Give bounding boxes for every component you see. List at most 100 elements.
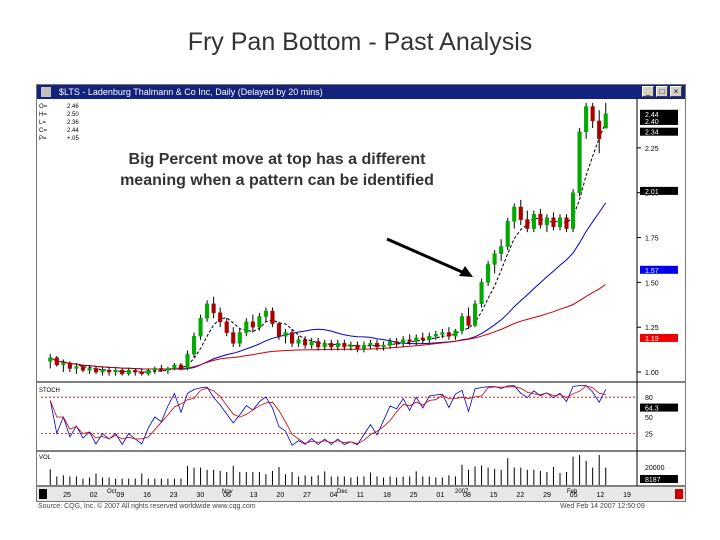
candle-body (414, 337, 419, 342)
scroll-left-button[interactable] (39, 489, 47, 499)
price-badge (640, 333, 678, 342)
candle-body (244, 321, 249, 333)
price-badge-label: 2.40 (645, 119, 659, 126)
candle-body (603, 113, 608, 129)
candle-body (342, 343, 347, 348)
candle-body (355, 344, 360, 349)
candle-body (54, 357, 59, 366)
period-label: Nov (222, 489, 233, 495)
window-system-icon[interactable] (41, 87, 51, 97)
stoch-label: STOCH (39, 388, 60, 394)
candle-body (231, 332, 236, 344)
candle-body (446, 332, 451, 337)
candle-body (479, 282, 484, 305)
close-button[interactable]: × (670, 86, 682, 97)
date-tick-label: 09 (116, 492, 124, 499)
candle-body (159, 368, 164, 371)
candle-body (492, 253, 497, 265)
candle-body (218, 312, 223, 323)
candle-body (368, 343, 373, 346)
candle-body (80, 366, 85, 371)
price-badge-label: 2.34 (645, 130, 659, 137)
price-badge-label: 2.01 (645, 189, 659, 196)
date-tick-label: 04 (330, 492, 338, 499)
date-tick-label: 23 (170, 492, 178, 499)
date-tick-label: 25 (63, 492, 71, 499)
period-label: Oct (107, 489, 117, 495)
candle-body (557, 217, 563, 228)
window-titlebar[interactable]: $LTS - Ladenburg Thalmann & Co Inc, Dail… (37, 85, 685, 99)
ma-slow-line (50, 283, 606, 370)
candle-body (466, 316, 471, 326)
candle-body (512, 206, 517, 222)
candle-body (296, 339, 301, 344)
candle-body (172, 364, 177, 369)
candle-body (538, 213, 543, 226)
maximize-button[interactable]: □ (656, 86, 668, 97)
volume-badge (640, 475, 678, 483)
candle-body (590, 106, 595, 122)
candle-body (427, 335, 432, 340)
ma-fast-line (50, 122, 607, 373)
price-badge (640, 186, 678, 195)
stoch-tick-label: 50 (645, 415, 653, 422)
candle-body (276, 323, 282, 337)
candle-body (472, 303, 478, 326)
candle-body (551, 217, 556, 228)
stoch-tick-label: 25 (645, 432, 653, 439)
volume-tick-label: 20000 (645, 465, 665, 472)
candle-body (597, 120, 602, 140)
candle-body (237, 332, 242, 344)
scroll-right-button[interactable] (675, 489, 683, 499)
price-badge (640, 109, 678, 118)
price-badge (640, 127, 678, 136)
candle-body (303, 339, 308, 346)
candle-body (381, 344, 386, 348)
date-tick-label: 20 (276, 492, 284, 499)
info-value: 2.36 (67, 120, 79, 126)
stoch-d-line (49, 385, 606, 445)
candle-body (74, 366, 79, 369)
candle-body (309, 341, 314, 346)
price-badge (640, 116, 678, 125)
info-label: C= (39, 128, 47, 134)
price-badge (640, 265, 678, 274)
info-label: P= (39, 136, 47, 142)
info-label: H= (39, 112, 47, 118)
price-badge-label: 1.19 (645, 336, 659, 343)
candle-body (178, 364, 184, 369)
candle-body (205, 303, 210, 319)
candle-body (518, 206, 523, 220)
price-tick-label: 1.00 (645, 370, 659, 377)
candle-body (191, 335, 197, 355)
candle-body (486, 264, 491, 283)
period-label: Feb (567, 489, 578, 495)
date-tick-label: 27 (303, 492, 311, 499)
candle-body (250, 321, 255, 328)
candle-body (270, 310, 275, 324)
price-tick-label: 2.25 (645, 146, 659, 153)
candle-body (126, 369, 131, 375)
candle-body (407, 339, 412, 342)
price-badge-label: 2.44 (645, 112, 659, 119)
candle-body (361, 344, 366, 349)
date-tick-label: 01 (436, 492, 444, 499)
candle-body (459, 316, 465, 332)
candle-body (120, 369, 125, 375)
candle-body (571, 192, 576, 229)
candle-body (113, 369, 118, 373)
candle-body (440, 332, 445, 335)
date-tick-label: 16 (143, 492, 151, 499)
date-tick-label: 08 (463, 492, 471, 499)
period-label: Dec (337, 489, 348, 495)
date-tick-label: 05 (570, 492, 578, 499)
candle-body (401, 339, 406, 344)
stoch-badge-label: 64.3 (645, 406, 659, 413)
candle-body (61, 362, 66, 366)
volume-label: VOL (39, 455, 52, 461)
info-value: 2.46 (67, 104, 79, 110)
annotation-line-1: Big Percent move at top has a different (128, 151, 426, 168)
minimize-button[interactable]: _ (642, 86, 654, 97)
volume-badge-label: 8187 (645, 477, 661, 484)
candle-body (531, 213, 536, 229)
